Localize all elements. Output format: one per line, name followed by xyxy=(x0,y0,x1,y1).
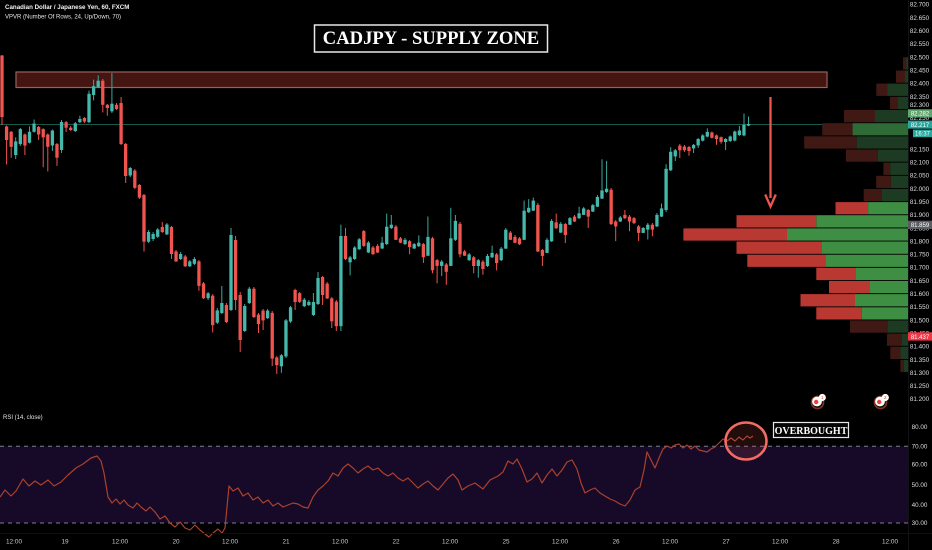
svg-text:VPVR (Number Of Rows, 24, Up/D: VPVR (Number Of Rows, 24, Up/Down, 70) xyxy=(5,15,121,21)
svg-text:81.437: 81.437 xyxy=(911,335,930,341)
svg-text:25: 25 xyxy=(502,539,510,546)
svg-text:27: 27 xyxy=(722,539,730,546)
svg-text:OVERBOUGHT: OVERBOUGHT xyxy=(775,426,848,437)
svg-text:21: 21 xyxy=(282,539,290,546)
svg-text:80.00: 80.00 xyxy=(912,424,928,431)
svg-text:81.859: 81.859 xyxy=(911,223,930,229)
svg-text:70.00: 70.00 xyxy=(912,444,928,451)
svg-text:19: 19 xyxy=(61,539,69,546)
svg-text:81.400: 81.400 xyxy=(910,344,930,351)
svg-text:82.650: 82.650 xyxy=(910,15,930,22)
svg-text:2: 2 xyxy=(884,395,887,400)
svg-text:12:00: 12:00 xyxy=(442,539,458,546)
svg-text:81.200: 81.200 xyxy=(910,396,930,403)
svg-text:28: 28 xyxy=(832,539,840,546)
svg-text:81.350: 81.350 xyxy=(910,357,930,364)
svg-text:81.950: 81.950 xyxy=(910,199,930,206)
svg-text:30.00: 30.00 xyxy=(912,520,928,527)
svg-text:12:00: 12:00 xyxy=(662,539,678,546)
svg-text:RSI (14, close): RSI (14, close) xyxy=(3,415,43,421)
svg-text:26: 26 xyxy=(612,539,620,546)
svg-text:12:00: 12:00 xyxy=(112,539,128,546)
svg-text:82.000: 82.000 xyxy=(910,186,930,193)
svg-text:82.150: 82.150 xyxy=(910,146,930,153)
svg-text:Canadian Dollar / Japanese Yen: Canadian Dollar / Japanese Yen, 60, FXCM xyxy=(5,4,129,11)
svg-text:82.400: 82.400 xyxy=(910,81,930,88)
svg-text:12:00: 12:00 xyxy=(882,539,898,546)
svg-text:82.600: 82.600 xyxy=(910,28,930,35)
svg-text:12:00: 12:00 xyxy=(222,539,238,546)
svg-text:81.800: 81.800 xyxy=(910,238,930,245)
svg-text:82.450: 82.450 xyxy=(910,68,930,75)
svg-text:12:00: 12:00 xyxy=(6,539,22,546)
svg-text:82.217: 82.217 xyxy=(911,123,930,129)
svg-text:20: 20 xyxy=(172,539,180,546)
svg-text:12:00: 12:00 xyxy=(332,539,348,546)
svg-text:81.500: 81.500 xyxy=(910,317,930,324)
svg-text:82.250: 82.250 xyxy=(910,115,930,122)
svg-text:1: 1 xyxy=(821,395,824,400)
svg-text:22: 22 xyxy=(392,539,400,546)
svg-text:82.100: 82.100 xyxy=(910,160,930,167)
svg-text:81.900: 81.900 xyxy=(910,212,930,219)
svg-text:16:37: 16:37 xyxy=(915,132,931,138)
svg-text:60.00: 60.00 xyxy=(912,462,928,469)
svg-text:CADJPY - SUPPLY ZONE: CADJPY - SUPPLY ZONE xyxy=(323,28,539,49)
svg-text:82.500: 82.500 xyxy=(910,54,930,61)
svg-text:81.250: 81.250 xyxy=(910,383,930,390)
svg-text:81.650: 81.650 xyxy=(910,278,930,285)
svg-text:40.00: 40.00 xyxy=(912,502,928,509)
svg-text:81.700: 81.700 xyxy=(910,265,930,272)
svg-text:82.700: 82.700 xyxy=(910,2,930,9)
svg-text:81.750: 81.750 xyxy=(910,252,930,259)
svg-text:81.550: 81.550 xyxy=(910,304,930,311)
svg-text:82.050: 82.050 xyxy=(910,173,930,180)
svg-text:82.282: 82.282 xyxy=(911,112,930,118)
svg-text:81.600: 81.600 xyxy=(910,291,930,298)
svg-text:50.00: 50.00 xyxy=(912,482,928,489)
svg-text:81.300: 81.300 xyxy=(910,370,930,377)
svg-text:82.550: 82.550 xyxy=(910,41,930,48)
svg-text:12:00: 12:00 xyxy=(772,539,788,546)
svg-text:82.300: 82.300 xyxy=(910,102,930,109)
svg-text:12:00: 12:00 xyxy=(552,539,568,546)
svg-text:82.350: 82.350 xyxy=(910,94,930,101)
